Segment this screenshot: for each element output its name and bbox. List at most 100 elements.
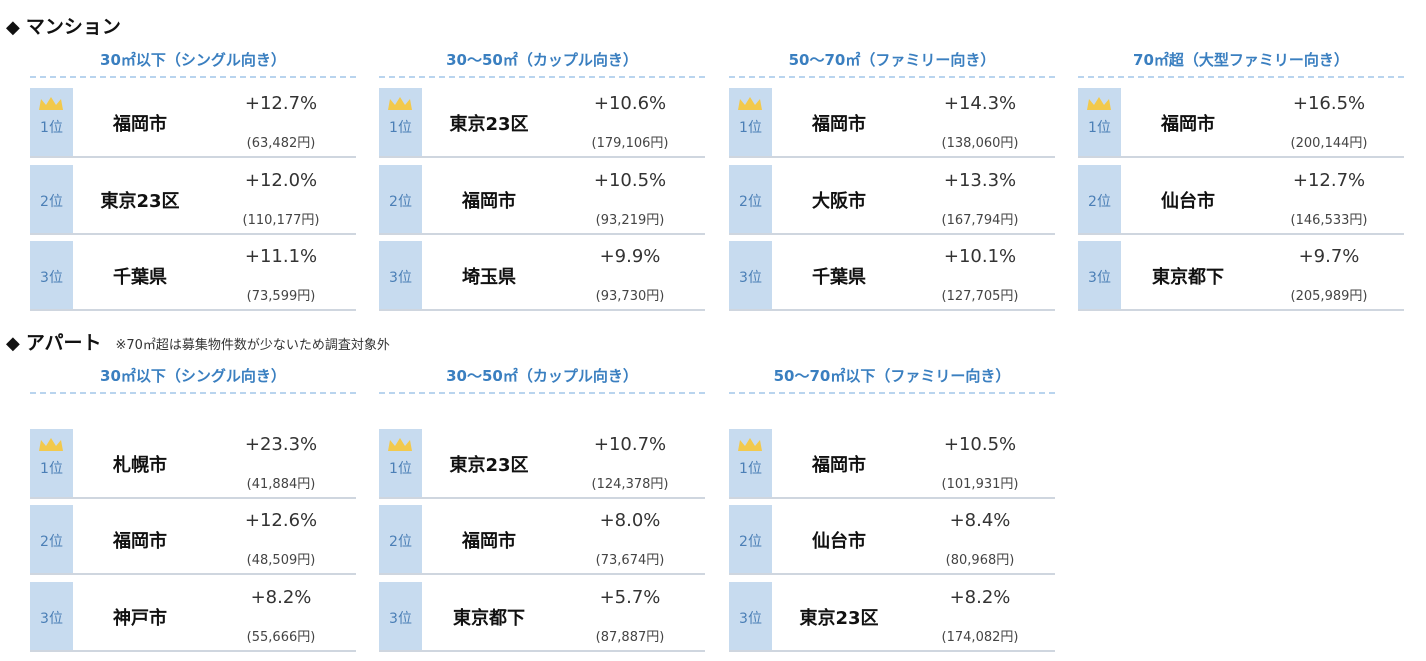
city-name: 福岡市 [462, 191, 516, 212]
rent-change-percent: +12.7% [244, 93, 318, 114]
rank-cell: 1位 [729, 88, 772, 156]
average-rent: (73,674円) [595, 553, 665, 568]
rank-cell: 3位 [379, 582, 422, 650]
rank-cell: 2位 [30, 505, 73, 573]
average-rent: (87,887円) [595, 630, 665, 645]
average-rent: (63,482円) [246, 136, 316, 151]
rank-label: 2位 [1088, 194, 1111, 210]
rent-change-percent: +10.5% [593, 170, 667, 191]
ranking-row: 2位 福岡市 +10.5% (93,219円) [379, 165, 705, 235]
ranking-row: 3位 東京23区 +8.2% (174,082円) [729, 582, 1055, 652]
rank-cell: 3位 [30, 241, 73, 309]
city-name: 札幌市 [113, 455, 167, 476]
rent-change-percent: +16.5% [1292, 93, 1366, 114]
average-rent: (124,378円) [591, 477, 669, 492]
section-title-mansion: ◆ マンション [6, 12, 121, 39]
city-name: 福岡市 [812, 114, 866, 135]
section-title-apartment: ◆ アパート ※70㎡超は募集物件数が少ないため調査対象外 [6, 328, 390, 355]
ranking-row: 3位 千葉県 +10.1% (127,705円) [729, 241, 1055, 311]
average-rent: (200,144円) [1290, 136, 1368, 151]
average-rent: (205,989円) [1290, 289, 1368, 304]
rank-cell: 2位 [729, 505, 772, 573]
average-rent: (174,082円) [941, 630, 1019, 645]
city-name: 東京都下 [1152, 267, 1224, 288]
rent-change-percent: +8.2% [949, 587, 1011, 608]
city-name: 神戸市 [113, 608, 167, 629]
ranking-row: 1位 福岡市 +14.3% (138,060円) [729, 88, 1055, 158]
rank-label: 3位 [40, 611, 63, 627]
crown-icon [738, 97, 762, 110]
rent-change-percent: +8.4% [949, 510, 1011, 531]
city-name: 福岡市 [462, 531, 516, 552]
column-header: 50〜70㎡（ファミリー向き） [729, 46, 1055, 78]
column-header: 50〜70㎡以下（ファミリー向き） [729, 362, 1055, 394]
rank-cell: 1位 [30, 88, 73, 156]
column-header: 70㎡超（大型ファミリー向き） [1078, 46, 1404, 78]
rent-change-percent: +10.5% [943, 434, 1017, 455]
ranking-row: 1位 福岡市 +16.5% (200,144円) [1078, 88, 1404, 158]
rank-label: 1位 [40, 461, 63, 477]
ranking-row: 3位 東京都下 +5.7% (87,887円) [379, 582, 705, 652]
column-header: 30〜50㎡（カップル向き） [379, 362, 705, 394]
column-header: 30㎡以下（シングル向き） [30, 46, 356, 78]
rent-change-percent: +12.0% [244, 170, 318, 191]
ranking-row: 3位 埼玉県 +9.9% (93,730円) [379, 241, 705, 311]
rent-change-percent: +9.9% [599, 246, 661, 267]
ranking-row: 2位 仙台市 +12.7% (146,533円) [1078, 165, 1404, 235]
rent-change-percent: +12.6% [244, 510, 318, 531]
city-name: 東京23区 [449, 455, 529, 476]
rent-change-percent: +8.2% [250, 587, 312, 608]
rank-cell: 2位 [379, 165, 422, 233]
rent-change-percent: +10.6% [593, 93, 667, 114]
crown-icon [388, 438, 412, 451]
crown-icon [39, 97, 63, 110]
city-name: 大阪市 [812, 191, 866, 212]
city-name: 東京23区 [100, 191, 180, 212]
rank-label: 3位 [40, 270, 63, 286]
city-name: 東京都下 [453, 608, 525, 629]
ranking-row: 2位 福岡市 +8.0% (73,674円) [379, 505, 705, 575]
ranking-row: 1位 東京23区 +10.7% (124,378円) [379, 429, 705, 499]
ranking-row: 1位 福岡市 +10.5% (101,931円) [729, 429, 1055, 499]
rent-change-percent: +13.3% [943, 170, 1017, 191]
city-name: 埼玉県 [462, 267, 516, 288]
ranking-row: 2位 東京23区 +12.0% (110,177円) [30, 165, 356, 235]
rent-change-percent: +9.7% [1298, 246, 1360, 267]
rank-cell: 3位 [30, 582, 73, 650]
rank-cell: 1位 [729, 429, 772, 497]
rank-label: 2位 [739, 194, 762, 210]
crown-icon [1087, 97, 1111, 110]
ranking-row: 2位 福岡市 +12.6% (48,509円) [30, 505, 356, 575]
city-name: 福岡市 [113, 114, 167, 135]
average-rent: (41,884円) [246, 477, 316, 492]
rank-cell: 3位 [729, 241, 772, 309]
rank-cell: 3位 [729, 582, 772, 650]
average-rent: (55,666円) [246, 630, 316, 645]
city-name: 福岡市 [812, 455, 866, 476]
rank-label: 2位 [40, 534, 63, 550]
rank-cell: 3位 [1078, 241, 1121, 309]
crown-icon [388, 97, 412, 110]
ranking-column: 50〜70㎡以下（ファミリー向き） 1位 福岡市 +10.5% (101,931… [729, 362, 1055, 652]
rank-label: 2位 [389, 534, 412, 550]
rent-change-percent: +8.0% [599, 510, 661, 531]
city-name: 千葉県 [812, 267, 866, 288]
city-name: 東京23区 [449, 114, 529, 135]
city-name: 仙台市 [812, 531, 866, 552]
rent-change-percent: +10.7% [593, 434, 667, 455]
section-note: ※70㎡超は募集物件数が少ないため調査対象外 [115, 338, 390, 353]
rank-label: 1位 [739, 461, 762, 477]
ranking-row: 1位 福岡市 +12.7% (63,482円) [30, 88, 356, 158]
rank-cell: 2位 [729, 165, 772, 233]
average-rent: (93,730円) [595, 289, 665, 304]
average-rent: (80,968円) [945, 553, 1015, 568]
average-rent: (73,599円) [246, 289, 316, 304]
rank-label: 2位 [389, 194, 412, 210]
ranking-column: 70㎡超（大型ファミリー向き） 1位 福岡市 +16.5% (200,144円)… [1078, 46, 1404, 311]
ranking-column: 30㎡以下（シングル向き） 1位 福岡市 +12.7% (63,482円) 2位… [30, 46, 356, 311]
rank-cell: 1位 [30, 429, 73, 497]
rent-change-percent: +12.7% [1292, 170, 1366, 191]
rank-label: 3位 [1088, 270, 1111, 286]
ranking-row: 2位 大阪市 +13.3% (167,794円) [729, 165, 1055, 235]
section-title-label: アパート [25, 332, 102, 354]
